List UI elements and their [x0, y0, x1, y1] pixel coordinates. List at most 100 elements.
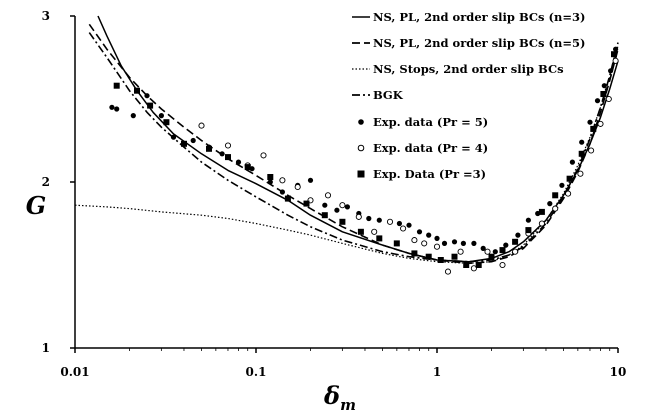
ticks: 0.01 0.1 1 10 1 2 3: [42, 9, 627, 379]
data-point-square: [437, 257, 444, 263]
data-point-open-circle: [371, 228, 378, 235]
data-point-open-circle: [512, 248, 519, 255]
data-point-square: [376, 235, 383, 242]
data-point-filled-circle: [158, 113, 164, 119]
data-point-filled-circle: [601, 83, 607, 89]
y-tick-label: 3: [42, 9, 50, 23]
data-point-open-circle: [538, 220, 545, 227]
data-point-filled-circle: [322, 202, 328, 208]
data-point-filled-circle: [307, 177, 314, 183]
data-point-filled-circle: [109, 104, 115, 110]
legend-label-pr3: Exp. Data (Pr =3): [373, 167, 486, 181]
data-point-open-circle: [355, 213, 362, 220]
data-point-filled-circle: [613, 46, 619, 52]
data-point-open-circle: [198, 122, 205, 129]
data-point-filled-circle: [434, 235, 440, 241]
legend-marker-pr5: [358, 119, 364, 125]
data-point-square: [538, 208, 545, 215]
data-point-filled-circle: [559, 182, 565, 188]
data-point-open-circle: [552, 205, 559, 212]
data-point-open-circle: [224, 142, 232, 149]
data-point-filled-circle: [144, 93, 150, 99]
data-point-filled-circle: [460, 240, 466, 246]
data-point-square: [475, 262, 482, 268]
legend-label-n3: NS, PL, 2nd order slip BCs (n=3): [373, 10, 585, 24]
data-point-open-circle: [457, 248, 464, 255]
data-point-square: [590, 125, 597, 132]
data-point-square: [525, 227, 532, 234]
data-point-filled-circle: [235, 159, 242, 165]
data-point-square: [267, 174, 274, 180]
data-point-square: [303, 200, 310, 207]
data-point-open-circle: [411, 237, 418, 244]
data-point-filled-circle: [569, 159, 576, 165]
data-point-square: [512, 238, 519, 245]
data-point-filled-circle: [130, 113, 136, 119]
x-tick-label: 0.1: [246, 365, 267, 379]
data-point-open-circle: [605, 95, 612, 103]
data-point-square: [611, 51, 617, 58]
data-point-filled-circle: [279, 189, 285, 195]
data-point-filled-circle: [190, 137, 196, 144]
curve-dash: [88, 23, 619, 265]
x-tick-label: 1: [433, 365, 441, 379]
data-point-filled-circle: [503, 242, 509, 248]
data-point-square: [181, 140, 187, 147]
data-point-filled-circle: [471, 240, 477, 246]
data-point-square: [425, 253, 432, 260]
curve-dashdot: [88, 32, 619, 263]
data-point-square: [411, 250, 418, 257]
data-point-square: [244, 164, 251, 171]
data-point-open-circle: [386, 218, 394, 225]
data-point-filled-circle: [267, 179, 273, 185]
legend-marker-pr4: [357, 144, 365, 152]
data-point-square: [321, 212, 328, 219]
data-point-open-circle: [470, 265, 477, 272]
data-point-filled-circle: [492, 249, 498, 255]
x-axis-title-main: δ: [323, 381, 340, 410]
legend-marker-pr3: [357, 170, 365, 178]
experimental-points: [109, 46, 619, 275]
data-point-open-circle: [444, 268, 452, 275]
legend-label-pr4: Exp. data (Pr = 4): [373, 141, 488, 155]
data-point-open-circle: [499, 261, 506, 269]
data-point-open-circle: [279, 177, 286, 184]
x-tick-label: 0.01: [60, 365, 89, 379]
data-point-filled-circle: [515, 232, 521, 238]
data-point-square: [339, 218, 346, 225]
data-point-open-circle: [588, 147, 595, 154]
data-point-filled-circle: [396, 220, 402, 227]
data-point-square: [393, 240, 400, 247]
data-point-square: [451, 253, 458, 260]
data-point-square: [463, 262, 470, 268]
data-point-square: [566, 175, 573, 182]
data-point-filled-circle: [579, 139, 585, 145]
data-point-open-circle: [612, 57, 619, 64]
data-point-square: [284, 195, 291, 202]
x-axis-title-sub: m: [340, 396, 356, 414]
data-point-square: [113, 82, 120, 89]
data-point-filled-circle: [406, 222, 412, 228]
legend-label-bgk: BGK: [373, 88, 404, 102]
data-point-filled-circle: [334, 207, 340, 213]
y-axis-title: G: [26, 191, 47, 220]
data-point-open-circle: [597, 120, 604, 127]
data-point-square: [206, 145, 212, 152]
data-point-open-circle: [339, 202, 346, 209]
data-point-filled-circle: [480, 245, 486, 251]
data-point-filled-circle: [366, 215, 372, 222]
x-axis-title: δm: [323, 381, 356, 414]
model-curves: [74, 15, 619, 265]
data-point-filled-circle: [451, 239, 458, 245]
data-point-open-circle: [421, 240, 428, 247]
data-point-square: [163, 119, 170, 126]
data-point-square: [552, 192, 559, 199]
y-tick-label: 1: [42, 341, 50, 355]
data-point-square: [488, 253, 495, 260]
x-tick-label: 10: [610, 365, 627, 379]
data-point-square: [578, 150, 585, 157]
legend-label-pr5: Exp. data (Pr = 5): [373, 115, 488, 129]
data-point-square: [134, 87, 140, 94]
data-point-filled-circle: [587, 119, 593, 125]
data-point-open-circle: [400, 225, 407, 232]
